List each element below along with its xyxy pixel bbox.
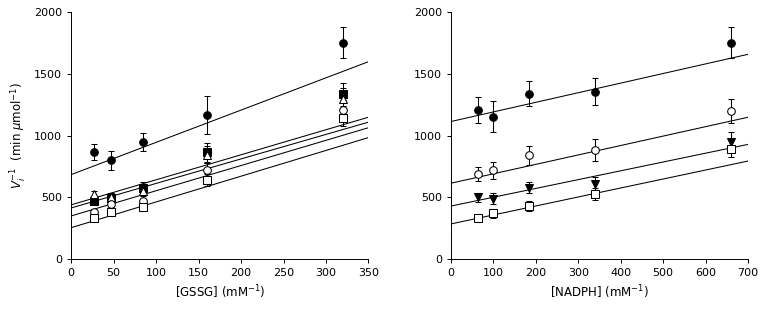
X-axis label: [NADPH] (mM$^{-1}$): [NADPH] (mM$^{-1}$) xyxy=(550,284,649,301)
X-axis label: [GSSG] (mM$^{-1}$): [GSSG] (mM$^{-1}$) xyxy=(175,284,265,301)
Y-axis label: $V_i^{-1}$  (min $\mu$mol$^{-1}$): $V_i^{-1}$ (min $\mu$mol$^{-1}$) xyxy=(8,82,28,189)
